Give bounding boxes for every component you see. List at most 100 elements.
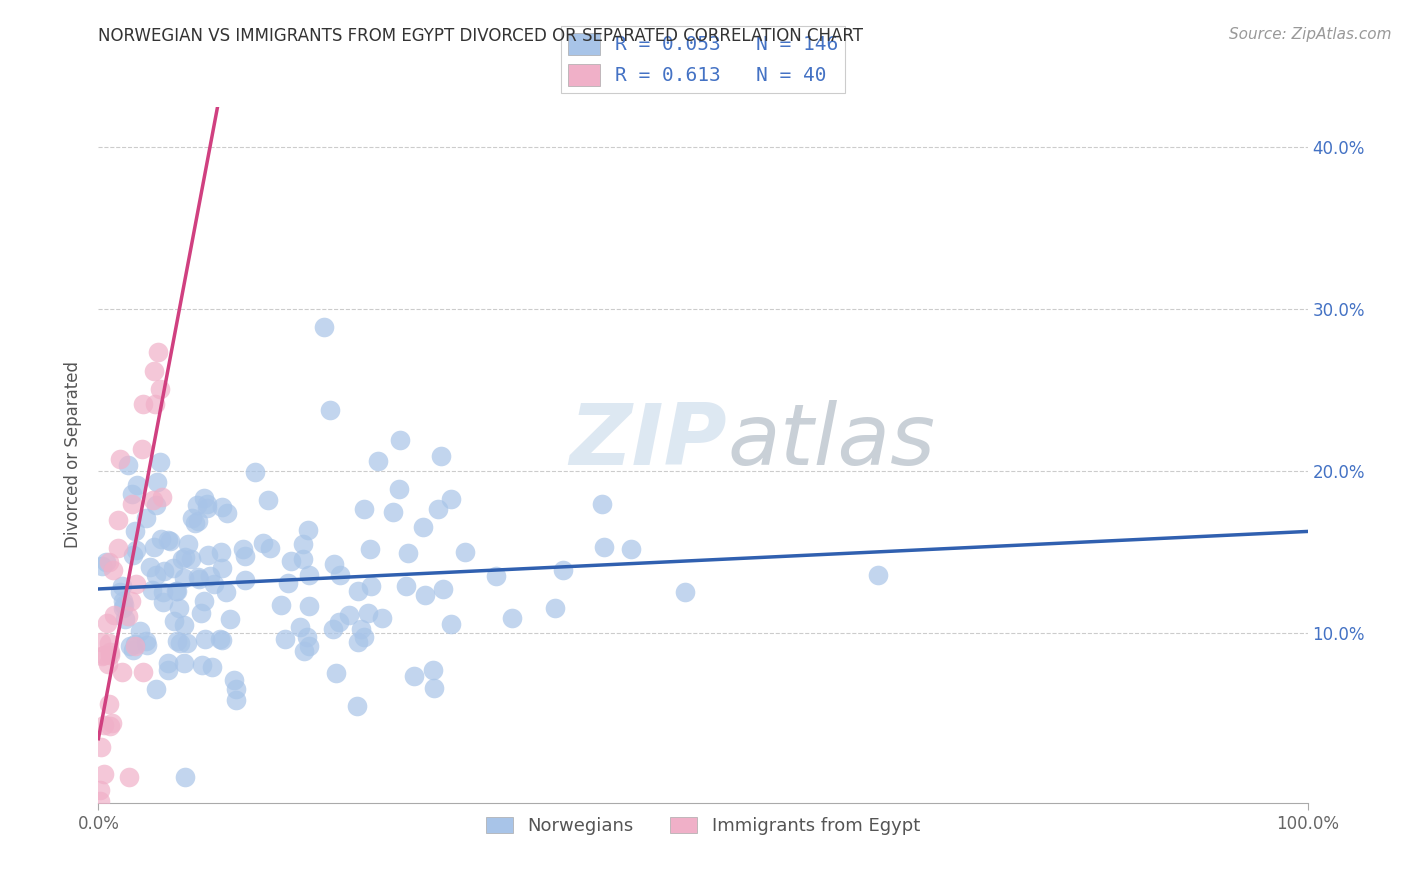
- Point: [150, 490, 173, 504]
- Point: [367, 453, 389, 467]
- Point: [412, 520, 434, 534]
- Point: [173, 771, 195, 785]
- Point: [97, 805, 120, 820]
- Point: [117, 770, 139, 784]
- Point: [673, 585, 696, 599]
- Point: [98, 648, 121, 663]
- Point: [219, 612, 242, 626]
- Point: [177, 537, 200, 551]
- Point: [93, 718, 115, 732]
- Point: [322, 622, 344, 636]
- Text: ZIP: ZIP: [569, 400, 727, 483]
- Point: [337, 607, 360, 622]
- Point: [143, 364, 166, 378]
- Point: [422, 663, 444, 677]
- Point: [145, 682, 167, 697]
- Point: [124, 637, 146, 651]
- Point: [114, 612, 136, 626]
- Point: [396, 546, 419, 560]
- Point: [252, 536, 274, 550]
- Point: [125, 543, 148, 558]
- Point: [423, 681, 446, 696]
- Point: [108, 452, 131, 467]
- Point: [440, 491, 463, 506]
- Point: [183, 516, 205, 530]
- Text: atlas: atlas: [727, 400, 935, 483]
- Point: [152, 585, 174, 599]
- Point: [132, 396, 155, 410]
- Point: [440, 616, 463, 631]
- Point: [172, 552, 194, 566]
- Point: [243, 465, 266, 479]
- Point: [107, 541, 129, 555]
- Point: [131, 442, 153, 456]
- Point: [256, 493, 278, 508]
- Point: [93, 767, 115, 781]
- Point: [103, 608, 125, 623]
- Point: [186, 498, 208, 512]
- Point: [432, 582, 454, 596]
- Point: [98, 555, 121, 569]
- Point: [107, 512, 129, 526]
- Point: [181, 511, 204, 525]
- Point: [117, 458, 139, 472]
- Point: [349, 623, 371, 637]
- Point: [291, 552, 314, 566]
- Text: NORWEGIAN VS IMMIGRANTS FROM EGYPT DIVORCED OR SEPARATED CORRELATION CHART: NORWEGIAN VS IMMIGRANTS FROM EGYPT DIVOR…: [98, 27, 863, 45]
- Point: [180, 552, 202, 566]
- Y-axis label: Divorced or Separated: Divorced or Separated: [65, 361, 83, 549]
- Point: [195, 497, 218, 511]
- Point: [97, 635, 120, 649]
- Point: [298, 599, 321, 613]
- Text: Source: ZipAtlas.com: Source: ZipAtlas.com: [1229, 27, 1392, 42]
- Point: [322, 558, 344, 572]
- Point: [135, 634, 157, 648]
- Point: [195, 500, 218, 515]
- Point: [593, 540, 616, 554]
- Point: [328, 615, 350, 630]
- Point: [143, 397, 166, 411]
- Point: [146, 345, 169, 359]
- Point: [159, 534, 181, 549]
- Point: [149, 455, 172, 469]
- Point: [149, 533, 172, 547]
- Point: [360, 579, 382, 593]
- Point: [225, 693, 247, 707]
- Point: [117, 608, 139, 623]
- Point: [866, 568, 889, 582]
- Point: [454, 545, 477, 559]
- Point: [193, 594, 215, 608]
- Point: [124, 524, 146, 539]
- Point: [152, 595, 174, 609]
- Point: [97, 697, 120, 711]
- Point: [208, 632, 231, 646]
- Point: [94, 555, 117, 569]
- Point: [277, 576, 299, 591]
- Point: [319, 403, 342, 417]
- Point: [404, 669, 426, 683]
- Point: [121, 487, 143, 501]
- Point: [129, 624, 152, 639]
- Point: [111, 579, 134, 593]
- Point: [91, 648, 114, 663]
- Point: [135, 638, 157, 652]
- Point: [90, 559, 112, 574]
- Point: [543, 600, 565, 615]
- Point: [174, 550, 197, 565]
- Point: [413, 588, 436, 602]
- Point: [121, 497, 143, 511]
- Point: [173, 657, 195, 671]
- Point: [121, 642, 143, 657]
- Point: [233, 549, 256, 564]
- Point: [347, 635, 370, 649]
- Point: [382, 505, 405, 519]
- Point: [190, 606, 212, 620]
- Point: [298, 568, 321, 582]
- Point: [93, 648, 115, 663]
- Point: [551, 564, 574, 578]
- Point: [297, 630, 319, 644]
- Point: [211, 560, 233, 574]
- Point: [359, 541, 381, 556]
- Point: [135, 511, 157, 525]
- Point: [96, 615, 118, 630]
